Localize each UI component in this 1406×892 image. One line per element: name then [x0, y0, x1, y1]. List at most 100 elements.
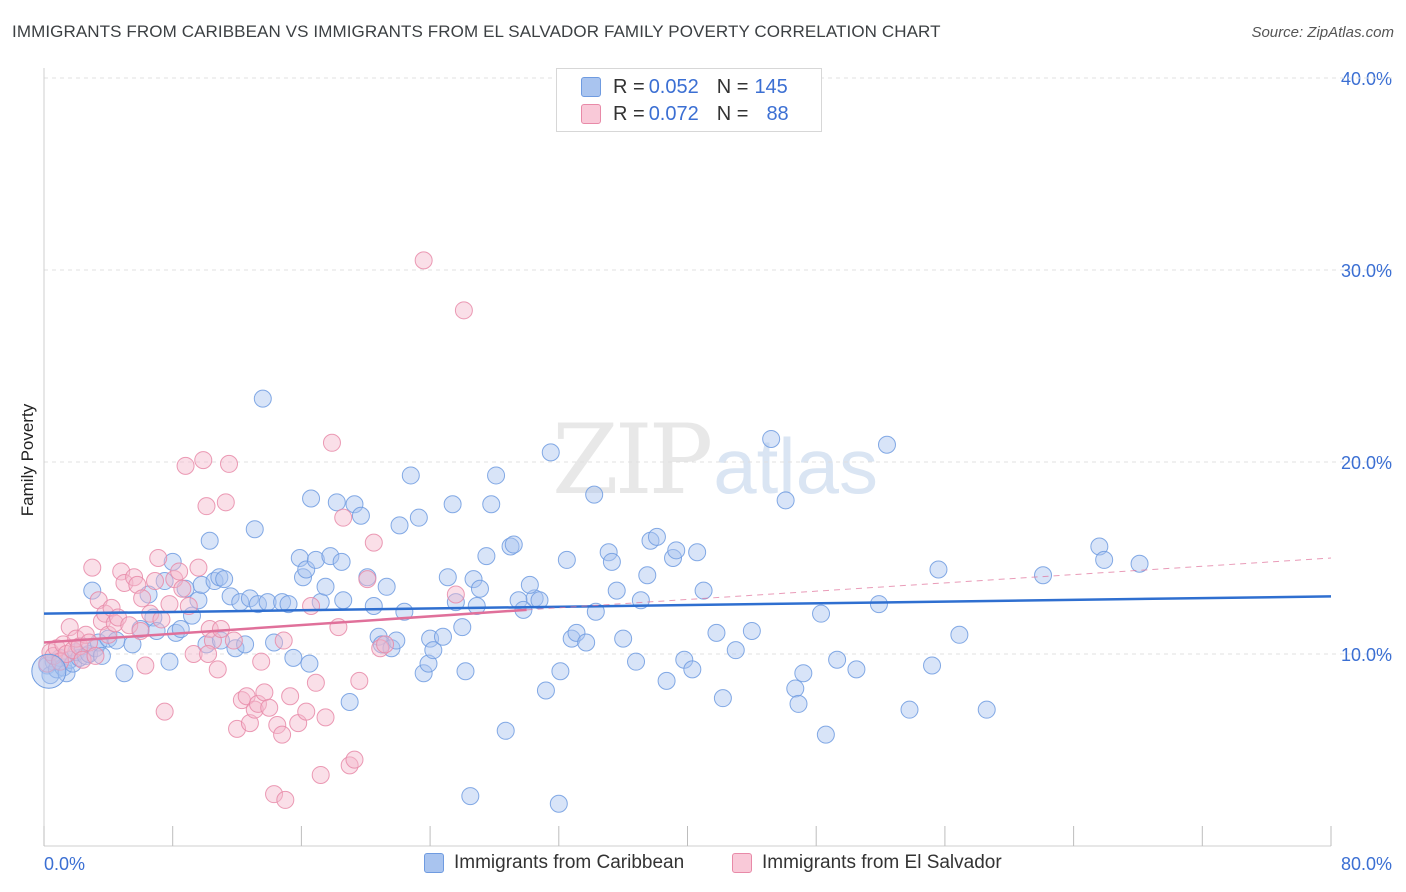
el-salvador-point [334, 508, 353, 527]
caribbean-point [297, 560, 316, 579]
caribbean-point [390, 516, 409, 535]
el-salvador-point [136, 656, 155, 675]
legend: R = 0.052 N = 145 R = 0.072 N = 88 [556, 68, 822, 132]
legend-r-value: 0.052 [648, 75, 699, 98]
caribbean-point [253, 389, 272, 408]
caribbean-point [334, 591, 353, 610]
caribbean-point [726, 641, 745, 660]
el-salvador-point [70, 637, 89, 656]
el-salvador-point [316, 708, 335, 727]
y-tick-label: 10.0% [1341, 645, 1392, 665]
caribbean-point [501, 537, 520, 556]
el-salvador-point [220, 454, 239, 473]
y-axis-label: Family Poverty [18, 403, 37, 517]
caribbean-point [496, 721, 515, 740]
caribbean-point [1130, 554, 1149, 573]
el-salvador-point [128, 575, 147, 594]
caribbean-point [215, 570, 234, 589]
caribbean-point [453, 618, 472, 637]
caribbean-point [1034, 566, 1053, 585]
caribbean-point [115, 664, 134, 683]
caribbean-point [812, 604, 831, 623]
caribbean-point [477, 547, 496, 566]
el-salvador-point [446, 585, 465, 604]
caribbean-point [470, 579, 489, 598]
el-salvador-point [60, 618, 79, 637]
el-salvador-point [184, 645, 203, 663]
caribbean-point [395, 602, 414, 621]
el-salvador-point [340, 756, 359, 775]
el-salvador-point [86, 646, 105, 665]
caribbean-point [487, 466, 506, 485]
el-salvador-point [281, 687, 300, 706]
caribbean-point [683, 660, 702, 679]
caribbean-point [667, 541, 686, 560]
bottom-legend-caribbean: Immigrants from Caribbean [424, 852, 684, 874]
caribbean-point [433, 627, 452, 646]
el-salvador-point [306, 673, 325, 692]
el-salvador-point [252, 652, 271, 671]
el-salvador-point [194, 451, 213, 470]
caribbean-point [509, 591, 528, 610]
caribbean-point [1090, 537, 1109, 556]
caribbean-point [92, 646, 111, 665]
caribbean-point [602, 552, 621, 571]
caribbean-point [461, 787, 480, 806]
legend-row-el-salvador: R = 0.072 N = 88 [581, 102, 789, 126]
caribbean-point [599, 543, 618, 562]
el-salvador-point [146, 572, 165, 591]
caribbean-point [424, 641, 443, 660]
el-salvador-point [273, 725, 292, 744]
caribbean-point [387, 631, 406, 650]
caribbean-point [923, 656, 942, 675]
caribbean-point [302, 489, 321, 508]
caribbean-point [464, 570, 483, 589]
el-salvador-point [141, 604, 160, 623]
caribbean-point [300, 654, 319, 673]
el-salvador-point [173, 579, 192, 598]
caribbean-point [713, 689, 732, 708]
el-salvador-point [260, 698, 279, 717]
el-salvador-point [170, 562, 189, 581]
el-salvador-point [265, 785, 284, 804]
caribbean-point [950, 625, 969, 644]
el-salvador-point [152, 610, 171, 629]
caribbean-point [847, 660, 866, 679]
caribbean-point [377, 577, 396, 596]
bottom-legend-label-el-salvador: Immigrants from El Salvador [762, 852, 1002, 873]
el-salvador-trend-extension [526, 557, 1332, 611]
legend-n-value: 88 [766, 102, 789, 125]
caribbean-point [567, 623, 586, 642]
caribbean-point [160, 652, 179, 671]
el-salvador-point [133, 589, 152, 608]
caribbean-point [414, 664, 433, 683]
el-salvador-point [149, 549, 168, 567]
caribbean-point [171, 620, 190, 639]
caribbean-point [828, 650, 847, 669]
el-salvador-trend-line [43, 608, 527, 644]
caribbean-point [929, 560, 948, 579]
caribbean-point [577, 633, 596, 652]
bottom-legend-label-caribbean: Immigrants from Caribbean [454, 852, 685, 873]
x-tick-label-max: 80.0% [1341, 854, 1392, 874]
caribbean-point [627, 652, 646, 671]
el-salvador-point [302, 597, 321, 615]
el-salvador-point [276, 790, 295, 809]
el-salvador-point [240, 714, 259, 733]
caribbean-point [200, 531, 219, 550]
caribbean-point [647, 527, 666, 546]
caribbean-point [364, 597, 383, 615]
caribbean-point [438, 568, 457, 587]
caribbean-point [638, 566, 657, 585]
y-tick-label: 40.0% [1341, 69, 1392, 89]
caribbean-point [306, 550, 325, 569]
el-salvador-point [311, 765, 330, 784]
caribbean-point [520, 575, 539, 594]
caribbean-point-large [31, 653, 67, 689]
el-salvador-point [160, 595, 179, 614]
el-salvador-point [297, 702, 316, 721]
caribbean-point [551, 662, 570, 681]
caribbean-point [504, 535, 523, 554]
caribbean-point [742, 621, 761, 640]
